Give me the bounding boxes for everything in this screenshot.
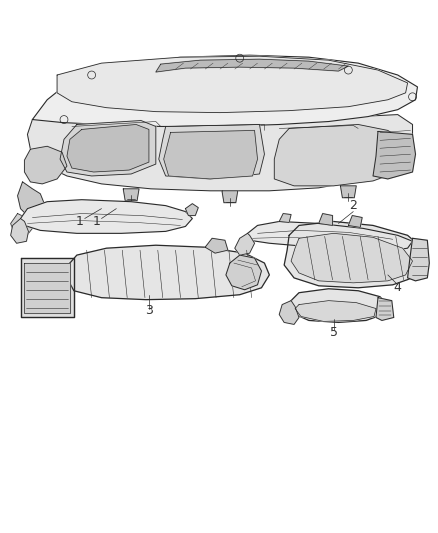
- Text: 5: 5: [329, 326, 337, 340]
- Polygon shape: [67, 125, 148, 172]
- Polygon shape: [372, 132, 414, 179]
- Text: 4: 4: [393, 281, 401, 294]
- Polygon shape: [279, 301, 298, 325]
- Polygon shape: [375, 297, 393, 320]
- Polygon shape: [67, 245, 269, 300]
- Polygon shape: [222, 191, 237, 203]
- Polygon shape: [406, 238, 428, 281]
- Polygon shape: [21, 258, 74, 318]
- Polygon shape: [294, 301, 375, 321]
- Polygon shape: [185, 204, 198, 215]
- Polygon shape: [243, 222, 412, 251]
- Polygon shape: [318, 214, 332, 225]
- Polygon shape: [226, 255, 261, 290]
- Polygon shape: [11, 214, 32, 238]
- Polygon shape: [32, 55, 417, 126]
- Polygon shape: [25, 146, 67, 184]
- Polygon shape: [340, 186, 355, 198]
- Polygon shape: [279, 214, 290, 222]
- Text: 2: 2: [349, 199, 357, 212]
- Polygon shape: [283, 222, 421, 288]
- Polygon shape: [57, 56, 406, 112]
- Polygon shape: [60, 120, 155, 176]
- Polygon shape: [286, 289, 387, 322]
- Polygon shape: [205, 238, 227, 253]
- Polygon shape: [123, 189, 139, 201]
- Polygon shape: [11, 219, 28, 243]
- Text: 3: 3: [145, 304, 152, 318]
- Polygon shape: [290, 233, 412, 283]
- Polygon shape: [348, 215, 361, 228]
- Polygon shape: [155, 59, 348, 72]
- Polygon shape: [28, 115, 412, 191]
- Polygon shape: [159, 125, 264, 179]
- Text: 1: 1: [76, 215, 84, 229]
- Text: 1: 1: [92, 215, 100, 229]
- Polygon shape: [274, 125, 406, 186]
- Polygon shape: [21, 200, 192, 233]
- Polygon shape: [18, 182, 44, 215]
- Polygon shape: [25, 263, 70, 312]
- Polygon shape: [163, 131, 257, 179]
- Polygon shape: [234, 233, 254, 255]
